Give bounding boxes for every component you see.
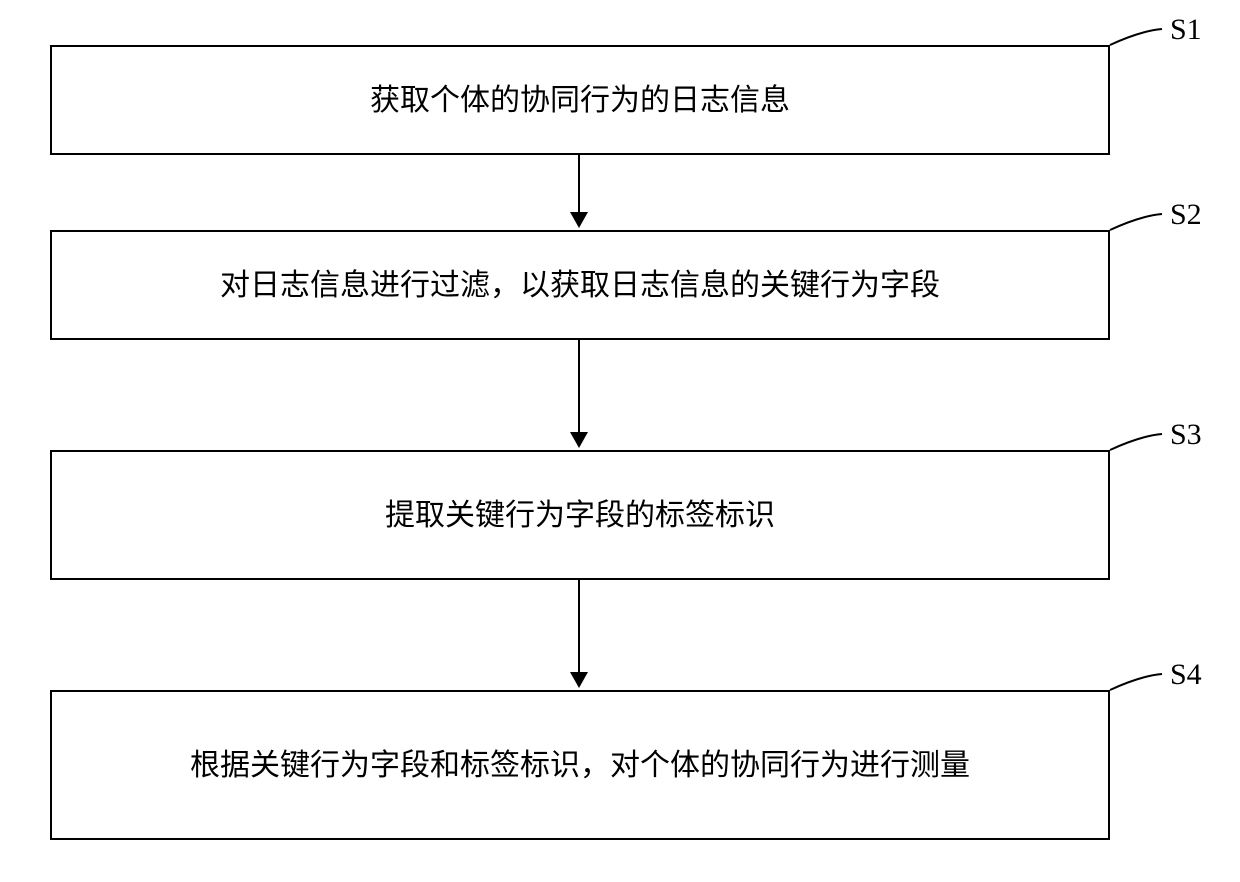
flow-arrow-s1-s2 <box>570 155 588 228</box>
callout-curve-s1 <box>1106 25 1166 49</box>
flow-step-s2: 对日志信息进行过滤，以获取日志信息的关键行为字段 <box>50 230 1110 340</box>
callout-curve-s2 <box>1106 210 1166 234</box>
flow-step-s4: 根据关键行为字段和标签标识，对个体的协同行为进行测量 <box>50 690 1110 840</box>
arrow-head-icon <box>570 212 588 228</box>
flow-step-label-s2: S2 <box>1170 198 1202 232</box>
flow-step-text: 对日志信息进行过滤，以获取日志信息的关键行为字段 <box>220 263 940 308</box>
callout-curve-s3 <box>1106 430 1166 454</box>
arrow-line <box>578 340 580 432</box>
callout-curve-s4 <box>1106 670 1166 694</box>
arrow-line <box>578 580 580 672</box>
flow-step-text: 获取个体的协同行为的日志信息 <box>370 78 790 123</box>
arrow-line <box>578 155 580 212</box>
flow-step-label-s1: S1 <box>1170 13 1202 47</box>
flow-step-label-s4: S4 <box>1170 658 1202 692</box>
flow-step-text: 根据关键行为字段和标签标识，对个体的协同行为进行测量 <box>190 743 970 788</box>
arrow-head-icon <box>570 432 588 448</box>
flow-step-s3: 提取关键行为字段的标签标识 <box>50 450 1110 580</box>
flow-step-label-s3: S3 <box>1170 418 1202 452</box>
flow-arrow-s2-s3 <box>570 340 588 448</box>
flow-arrow-s3-s4 <box>570 580 588 688</box>
arrow-head-icon <box>570 672 588 688</box>
flow-step-s1: 获取个体的协同行为的日志信息 <box>50 45 1110 155</box>
flow-step-text: 提取关键行为字段的标签标识 <box>385 493 775 538</box>
